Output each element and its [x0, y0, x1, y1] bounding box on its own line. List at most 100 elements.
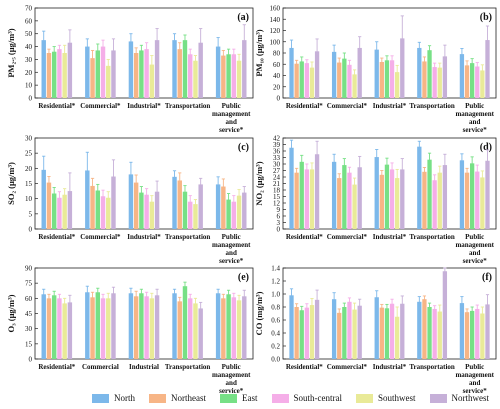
y-tick-label: 5: [29, 210, 33, 218]
y-tick-label: 39: [273, 141, 281, 149]
bar-south-central: [304, 169, 310, 229]
bar-southwest: [437, 311, 442, 359]
category-label: Transportation: [165, 233, 210, 241]
bar-north: [417, 47, 422, 98]
bar-east: [139, 293, 144, 359]
bar-northwest: [400, 303, 405, 359]
y-tick-label: 15: [25, 180, 33, 188]
bar-northeast: [133, 182, 139, 229]
bar-east: [182, 286, 188, 359]
y-tick-label: 0.4: [271, 330, 280, 338]
y-tick-label: 0: [29, 226, 33, 234]
bar-northeast: [90, 297, 95, 359]
bar-northeast: [294, 307, 299, 359]
bar-east: [342, 165, 347, 229]
category-label: Industrial*: [127, 102, 161, 110]
bar-south-central: [347, 172, 352, 229]
category-label: Commercial*: [327, 102, 368, 110]
bar-east: [342, 307, 347, 359]
bar-north: [85, 292, 90, 359]
bar-northwest: [67, 191, 73, 229]
bar-southwest: [236, 195, 242, 229]
legend-label-north: North: [114, 393, 135, 403]
legend-label-east: East: [242, 393, 258, 403]
bar-northwest: [314, 299, 320, 359]
bar-east: [384, 308, 390, 359]
bar-southwest: [106, 197, 111, 229]
category-label: Public management and service*: [455, 102, 494, 134]
bar-east: [182, 40, 188, 98]
y-axis-label: PM₂.₅ (μg/m³): [6, 28, 16, 77]
category-label: Residential*: [38, 102, 75, 110]
bar-southwest: [106, 298, 111, 359]
bar-northeast: [464, 172, 470, 229]
panel-1: 0 20 40 60 80 100 120 140 160 PM₁₀ (μg/m³) (b) Resi…: [254, 5, 497, 134]
bar-south-central: [347, 64, 352, 98]
bar-southwest: [193, 60, 198, 98]
bar-south-central: [100, 46, 106, 98]
bar-southwest: [149, 64, 155, 98]
bar-north: [459, 160, 465, 229]
y-tick-label: 20: [25, 69, 33, 77]
bar-east: [95, 292, 100, 359]
bar-northeast: [221, 55, 226, 98]
y-axis-label: PM₁₀ (μg/m³): [254, 29, 264, 76]
bar-northwest: [242, 296, 247, 359]
y-tick-label: 100: [270, 38, 281, 46]
category-label: Transportation: [165, 363, 210, 371]
legend-item-south-central: South-central: [271, 393, 342, 403]
category-label: Commercial: [82, 363, 119, 371]
bar-east: [299, 310, 304, 359]
bar-east: [95, 190, 100, 229]
y-tick-label: 0.6: [271, 317, 280, 325]
bar-northwest: [154, 191, 160, 229]
legend-item-north: North: [92, 393, 135, 403]
y-tick-label: 0.8: [271, 304, 280, 312]
bar-northeast: [90, 185, 95, 229]
bar-south-central: [144, 49, 149, 98]
bar-southwest: [149, 298, 155, 359]
bar-south-central: [188, 298, 193, 359]
y-tick-label: 30: [25, 56, 33, 64]
legend-item-northwest: Northwest: [429, 393, 489, 403]
bar-southwest: [193, 204, 198, 229]
bar-southwest: [106, 65, 111, 98]
bar-north: [331, 161, 337, 229]
bar-northwest: [485, 160, 490, 229]
y-tick-label: 9: [277, 206, 281, 214]
bar-south-central: [304, 307, 310, 359]
bar-south-central: [475, 308, 480, 359]
plot-frame: [282, 267, 497, 360]
bar-northeast: [221, 298, 226, 359]
bar-northeast: [464, 65, 470, 98]
bar-north: [215, 46, 221, 98]
bar-east: [139, 50, 144, 98]
bar-southwest: [480, 313, 485, 359]
legend-item-northeast: Northeast: [149, 393, 206, 403]
legend-swatch-north: [92, 393, 109, 403]
bar-southwest: [437, 67, 442, 98]
bar-northwest: [154, 40, 160, 98]
y-tick-label: 15: [25, 340, 33, 348]
y-tick-label: 15: [273, 193, 281, 201]
bar-east: [51, 295, 57, 359]
bar-northwest: [485, 40, 490, 98]
bar-north: [215, 184, 221, 229]
bar-east: [139, 192, 144, 229]
category-label: Residential*: [38, 233, 75, 241]
bar-south-central: [389, 303, 395, 359]
bar-northeast: [379, 307, 384, 359]
bar-northeast: [177, 180, 182, 229]
bar-east: [427, 307, 432, 359]
bar-east: [469, 163, 475, 229]
category-label: Transportation: [409, 233, 454, 241]
bar-northwest: [442, 56, 448, 98]
category-label: Industrial*: [127, 233, 161, 241]
y-tick-label: 0: [277, 95, 281, 103]
bar-southwest: [437, 172, 442, 229]
bar-southwest: [352, 184, 357, 229]
legend: North Northeast East South-central South…: [92, 391, 492, 405]
bar-northeast: [133, 296, 139, 359]
bar-east: [427, 159, 432, 229]
bar-east: [226, 294, 231, 359]
